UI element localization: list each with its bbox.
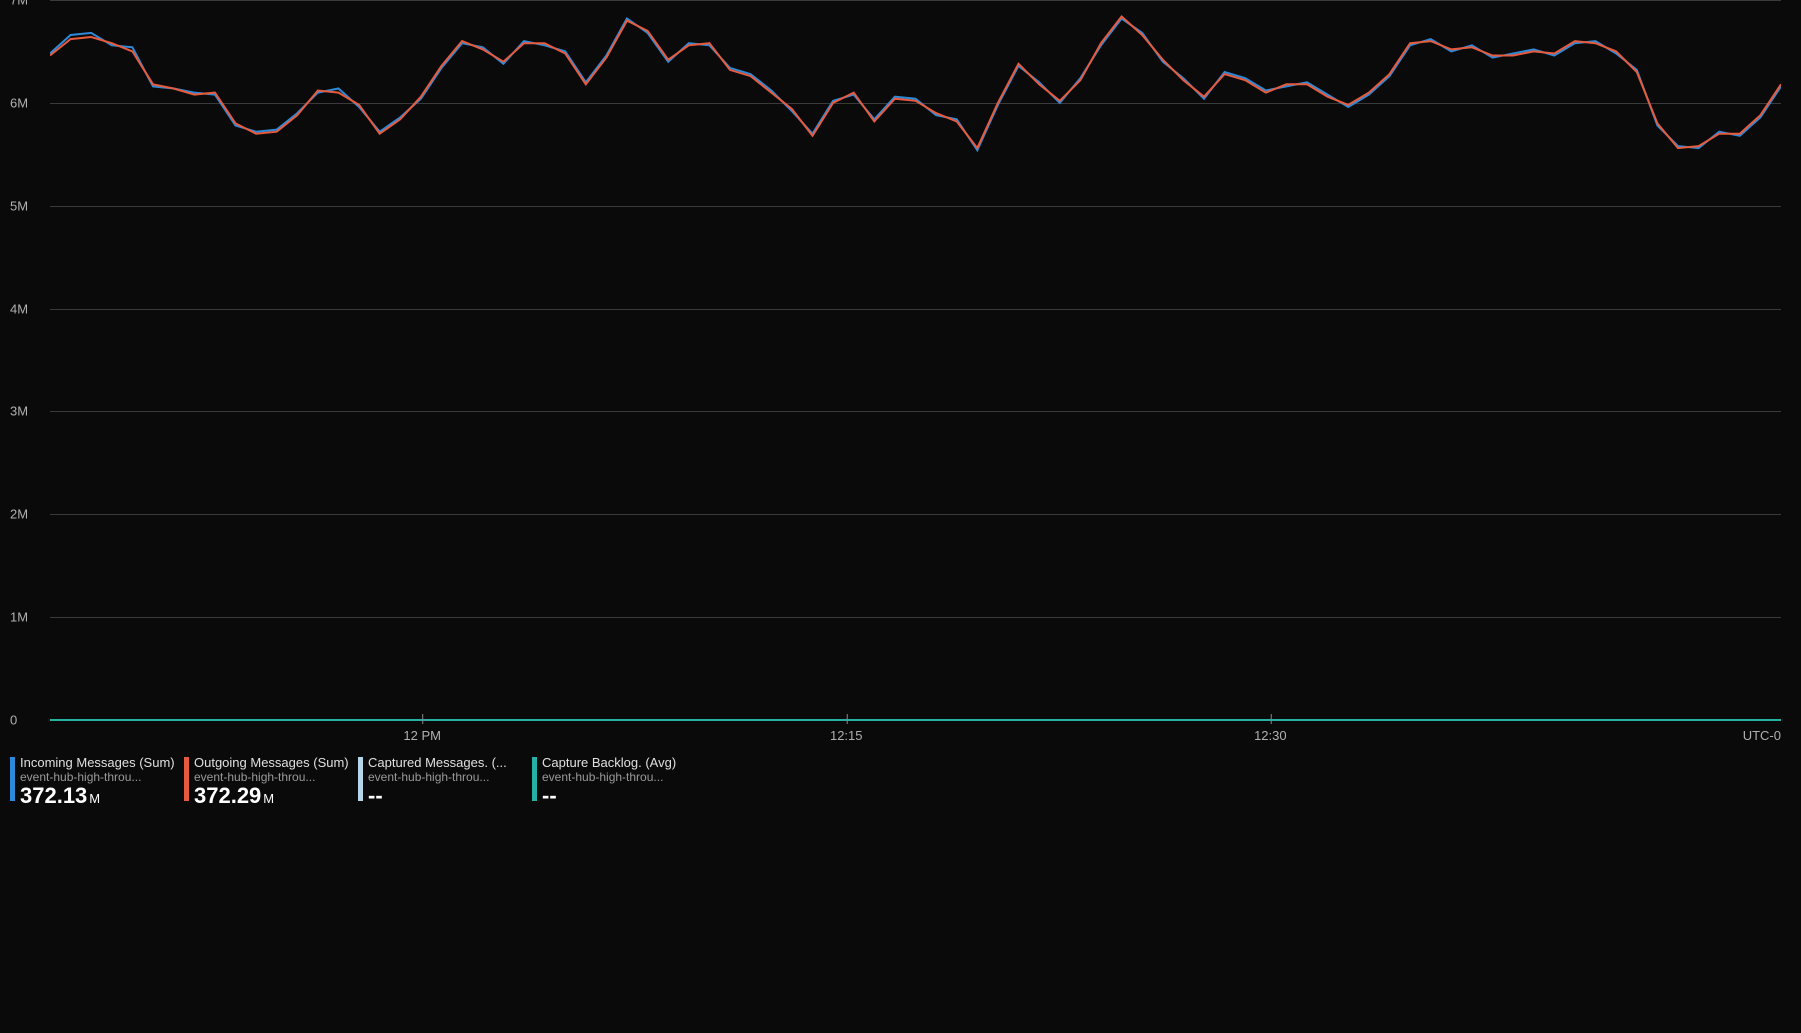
y-tick-label: 6M bbox=[10, 95, 28, 110]
chart-plot-area: 7M6M5M4M3M2M1M0 bbox=[50, 0, 1781, 720]
y-tick-label: 7M bbox=[10, 0, 28, 8]
line-chart-svg bbox=[50, 0, 1781, 720]
legend-subtitle: event-hub-high-throu... bbox=[368, 770, 528, 784]
legend-color-bar bbox=[10, 757, 15, 801]
utc-label: UTC-0 bbox=[1743, 728, 1781, 743]
x-tick-label: 12:30 bbox=[1254, 728, 1287, 743]
legend-item[interactable]: Outgoing Messages (Sum)event-hub-high-th… bbox=[184, 755, 354, 808]
y-tick-label: 5M bbox=[10, 198, 28, 213]
y-tick-label: 2M bbox=[10, 507, 28, 522]
legend-value: 372.13M bbox=[20, 784, 180, 808]
legend-value: 372.29M bbox=[194, 784, 354, 808]
legend-item[interactable]: Captured Messages. (...event-hub-high-th… bbox=[358, 755, 528, 808]
x-tick-label: 12:15 bbox=[830, 728, 863, 743]
legend-subtitle: event-hub-high-throu... bbox=[542, 770, 702, 784]
x-tick: 12:15 bbox=[830, 728, 863, 743]
legend-title: Incoming Messages (Sum) bbox=[20, 755, 180, 770]
legend-color-bar bbox=[358, 757, 363, 801]
series-outgoing bbox=[50, 17, 1781, 149]
legend-color-bar bbox=[532, 757, 537, 801]
legend-value: -- bbox=[368, 784, 528, 808]
legend-title: Captured Messages. (... bbox=[368, 755, 528, 770]
zero-baseline bbox=[50, 719, 1781, 721]
x-tick: 12:30 bbox=[1254, 728, 1287, 743]
legend-subtitle: event-hub-high-throu... bbox=[20, 770, 180, 784]
legend-item[interactable]: Incoming Messages (Sum)event-hub-high-th… bbox=[10, 755, 180, 808]
y-tick-label: 4M bbox=[10, 301, 28, 316]
y-tick-label: 3M bbox=[10, 404, 28, 419]
y-tick-label: 1M bbox=[10, 610, 28, 625]
legend-value: -- bbox=[542, 784, 702, 808]
y-tick-label: 0 bbox=[10, 713, 17, 728]
legend-color-bar bbox=[184, 757, 189, 801]
legend-title: Outgoing Messages (Sum) bbox=[194, 755, 354, 770]
legend-subtitle: event-hub-high-throu... bbox=[194, 770, 354, 784]
x-tick: 12 PM bbox=[403, 728, 441, 743]
legend-item[interactable]: Capture Backlog. (Avg)event-hub-high-thr… bbox=[532, 755, 702, 808]
legend-container: Incoming Messages (Sum)event-hub-high-th… bbox=[10, 755, 702, 808]
legend-title: Capture Backlog. (Avg) bbox=[542, 755, 702, 770]
series-incoming bbox=[50, 19, 1781, 151]
x-tick-label: 12 PM bbox=[403, 728, 441, 743]
